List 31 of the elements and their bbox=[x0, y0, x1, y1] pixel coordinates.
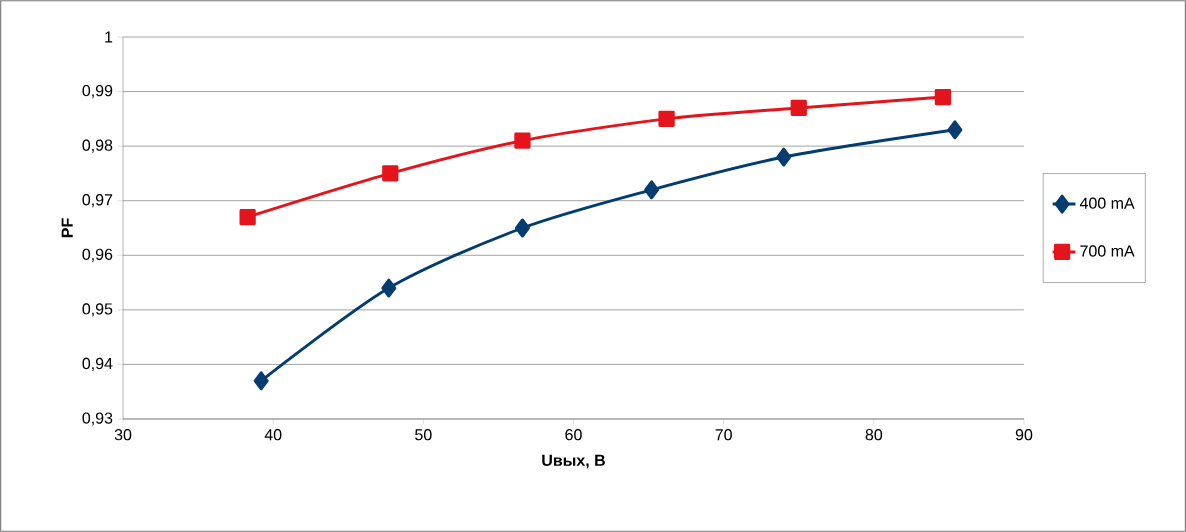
point bbox=[514, 132, 531, 149]
y-tick-label: 1 bbox=[105, 31, 113, 43]
point bbox=[947, 120, 963, 140]
point bbox=[658, 110, 675, 127]
legend-label: 400 mA bbox=[1079, 197, 1135, 209]
y-tick-label: 0,97 bbox=[82, 194, 113, 208]
point bbox=[644, 180, 660, 200]
point bbox=[382, 165, 399, 182]
y-tick-label: 0,99 bbox=[82, 84, 113, 99]
point bbox=[381, 278, 397, 298]
point bbox=[790, 99, 807, 117]
y-tick-label: 0,95 bbox=[82, 303, 113, 317]
y-tick-label: 0,96 bbox=[82, 248, 113, 262]
x-tick-label: 50 bbox=[415, 429, 432, 441]
point bbox=[776, 147, 792, 167]
x-tick-label: 70 bbox=[715, 429, 732, 441]
x-tick-label: 30 bbox=[114, 429, 132, 441]
point bbox=[239, 208, 256, 226]
point bbox=[253, 371, 269, 391]
y-tick-label: 0,93 bbox=[82, 412, 113, 426]
point bbox=[514, 218, 530, 238]
point bbox=[934, 88, 952, 106]
x-tick-label: 80 bbox=[865, 429, 883, 441]
x-axis-title: Uвых, В bbox=[542, 454, 605, 469]
x-tick-label: 40 bbox=[264, 429, 282, 441]
y-axis-title: PF bbox=[61, 218, 73, 238]
legend-label: 700 mA bbox=[1080, 245, 1135, 257]
x-tick-label: 60 bbox=[565, 429, 582, 441]
y-tick-label: 0,98 bbox=[82, 139, 113, 153]
x-tick-label: 90 bbox=[1015, 429, 1033, 441]
y-tick-label: 0,94 bbox=[82, 357, 113, 372]
